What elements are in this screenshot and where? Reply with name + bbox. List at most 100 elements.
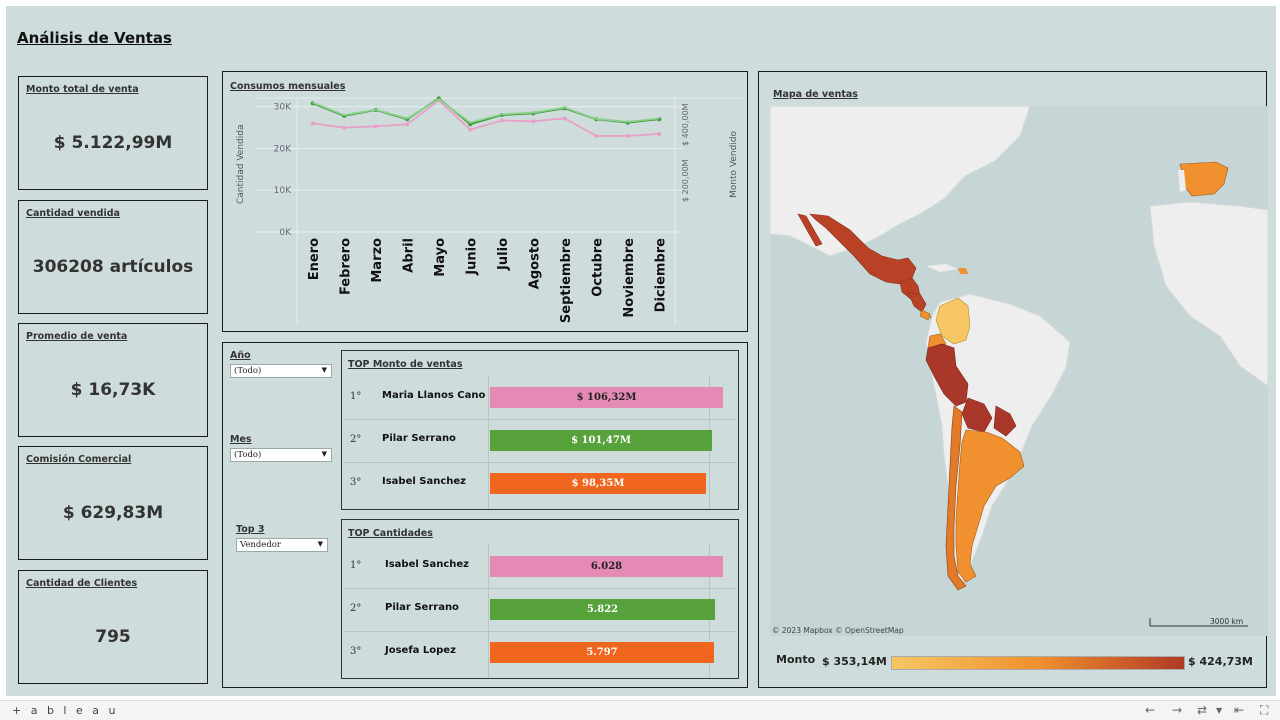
filter-year-dropdown[interactable]: (Todo) ▼ (230, 364, 332, 378)
country-honduras-nicaragua[interactable] (907, 291, 927, 313)
fullscreen-icon[interactable]: ⛶ (1260, 703, 1269, 717)
map-attribution: © 2023 Mapbox © OpenStreetMap (772, 626, 904, 635)
x-tick-label: Agosto (527, 238, 542, 289)
kpi-label: Comisión Comercial (26, 454, 132, 465)
data-point[interactable] (468, 127, 473, 132)
kpi-card-cantidad-clientes: Cantidad de Clientes 795 (18, 570, 208, 684)
monto-bar[interactable]: $ 101,47M (490, 430, 712, 451)
kpi-value: $ 629,83M (62, 503, 164, 523)
bar-value-label: 6.028 (590, 561, 623, 572)
cantidad-bar[interactable]: 6.028 (490, 556, 723, 577)
undo-icon[interactable]: ← (1145, 703, 1156, 717)
land-africa (1149, 201, 1268, 387)
legend-min: $ 353,14M (822, 655, 887, 668)
rank-label: 3° (350, 477, 362, 488)
x-tick-label: Junio (464, 238, 479, 276)
dropdown-arrow-icon: ▼ (317, 540, 323, 548)
top-panel: Año (Todo) ▼ Mes (Todo) ▼ Top 3 Vendedor… (222, 342, 748, 688)
y-tick-label: 20K (274, 144, 292, 154)
kpi-card-monto-total: Monto total de venta $ 5.122,99M (18, 76, 208, 190)
kpi-value: $ 16,73K (70, 380, 156, 400)
data-point[interactable] (468, 122, 473, 127)
country-portugal (1178, 170, 1186, 192)
revert-all-icon[interactable]: ⇤ (1234, 703, 1245, 717)
bar-value-label: 5.797 (586, 647, 618, 658)
dropdown-arrow-icon: ▼ (321, 366, 327, 374)
revert-icon[interactable]: ⇄ (1197, 703, 1208, 717)
top-cantidades-box: TOP Cantidades 1° Isabel Sanchez 6.028 2° Pi… (341, 519, 739, 679)
filter-month-value: (Todo) (234, 450, 262, 460)
cantidad-bar[interactable]: 5.797 (490, 642, 714, 663)
country-peru[interactable] (925, 343, 969, 407)
bar-value-label: $ 106,32M (576, 392, 637, 403)
data-point[interactable] (342, 125, 347, 130)
data-point[interactable] (405, 122, 410, 127)
series-line-1[interactable] (312, 99, 660, 137)
page-title: Análisis de Ventas (17, 29, 172, 47)
chevron-down-icon[interactable]: ▼ (1216, 706, 1223, 715)
x-tick-label: Julio (496, 238, 511, 271)
footer-toolbar: + a b l e a u ← → ⇄ ▼ ⇤ ⛶ (0, 700, 1280, 720)
country-mexico-baja[interactable] (797, 213, 823, 247)
seller-name: Josefa Lopez (385, 645, 456, 656)
data-point[interactable] (531, 119, 536, 124)
x-tick-label: Octubre (590, 238, 605, 297)
filter-top-value: Vendedor (240, 540, 281, 550)
kpi-label: Cantidad de Clientes (26, 578, 138, 589)
sales-map[interactable]: © 2023 Mapbox © OpenStreetMap 3000 km (770, 106, 1268, 636)
redo-icon[interactable]: → (1172, 703, 1183, 717)
filter-year-value: (Todo) (234, 366, 262, 376)
seller-name: Maria Llanos Cano (382, 390, 486, 401)
legend-label: Monto (776, 653, 816, 666)
kpi-value: 795 (95, 627, 131, 647)
y-tick-label: 30K (274, 103, 292, 113)
y-axis-right-tick: $ 200,00M (681, 159, 690, 202)
data-point[interactable] (310, 121, 315, 126)
land-north-america (770, 106, 1031, 257)
legend-max: $ 424,73M (1188, 655, 1253, 668)
country-argentina[interactable] (955, 429, 1025, 583)
data-point[interactable] (657, 131, 662, 136)
country-chile[interactable] (945, 405, 967, 591)
bar-value-label: 5.822 (586, 604, 619, 615)
seller-name: Isabel Sanchez (385, 559, 469, 570)
data-point[interactable] (594, 133, 599, 138)
rank-label: 1° (350, 391, 362, 402)
filter-month-dropdown[interactable]: (Todo) ▼ (230, 448, 332, 462)
x-tick-label: Abril (401, 238, 416, 273)
kpi-card-comision-comercial: Comisión Comercial $ 629,83M (18, 446, 208, 560)
map-panel: Mapa de ventas (758, 71, 1268, 688)
top-monto-title: TOP Monto de ventas (348, 359, 463, 370)
grid-line (488, 544, 489, 678)
seller-name: Isabel Sanchez (382, 476, 466, 487)
rank-label: 2° (350, 603, 362, 614)
country-costa-rica[interactable] (919, 309, 931, 321)
kpi-card-cantidad-vendida: Cantidad vendida 306208 artículos (18, 200, 208, 314)
data-point[interactable] (499, 118, 504, 123)
country-paraguay[interactable] (993, 405, 1017, 437)
monto-bar[interactable]: $ 98,35M (490, 473, 706, 494)
tableau-logo: + a b l e a u (12, 704, 119, 717)
y-tick-label: 10K (274, 186, 292, 196)
rank-label: 3° (350, 646, 362, 657)
filter-top-dropdown[interactable]: Vendedor ▼ (236, 538, 328, 552)
x-tick-label: Mayo (433, 238, 448, 277)
chart-title: Consumos mensuales (230, 81, 346, 92)
cantidad-bar[interactable]: 5.822 (490, 599, 715, 620)
data-point[interactable] (373, 124, 378, 129)
filter-top-label: Top 3 (236, 524, 265, 535)
rank-label: 2° (350, 434, 362, 445)
country-dominican-republic[interactable] (958, 268, 968, 274)
y-axis-left-label: Cantidad Vendida (236, 125, 246, 204)
monto-bar[interactable]: $ 106,32M (490, 387, 723, 408)
series-line-2[interactable] (312, 98, 660, 124)
monthly-line-chart: Enero Febrero Marzo Abril Mayo Junio Julio Agos… (236, 96, 743, 324)
data-point[interactable] (625, 133, 630, 138)
kpi-card-promedio-venta: Promedio de venta $ 16,73K (18, 323, 208, 437)
row-divider (344, 588, 736, 589)
country-colombia[interactable] (935, 297, 971, 345)
y-axis-right-label: Monto Vendido (729, 131, 739, 198)
data-point[interactable] (562, 116, 567, 121)
row-divider (344, 419, 736, 420)
x-tick-label: Diciembre (653, 238, 668, 312)
